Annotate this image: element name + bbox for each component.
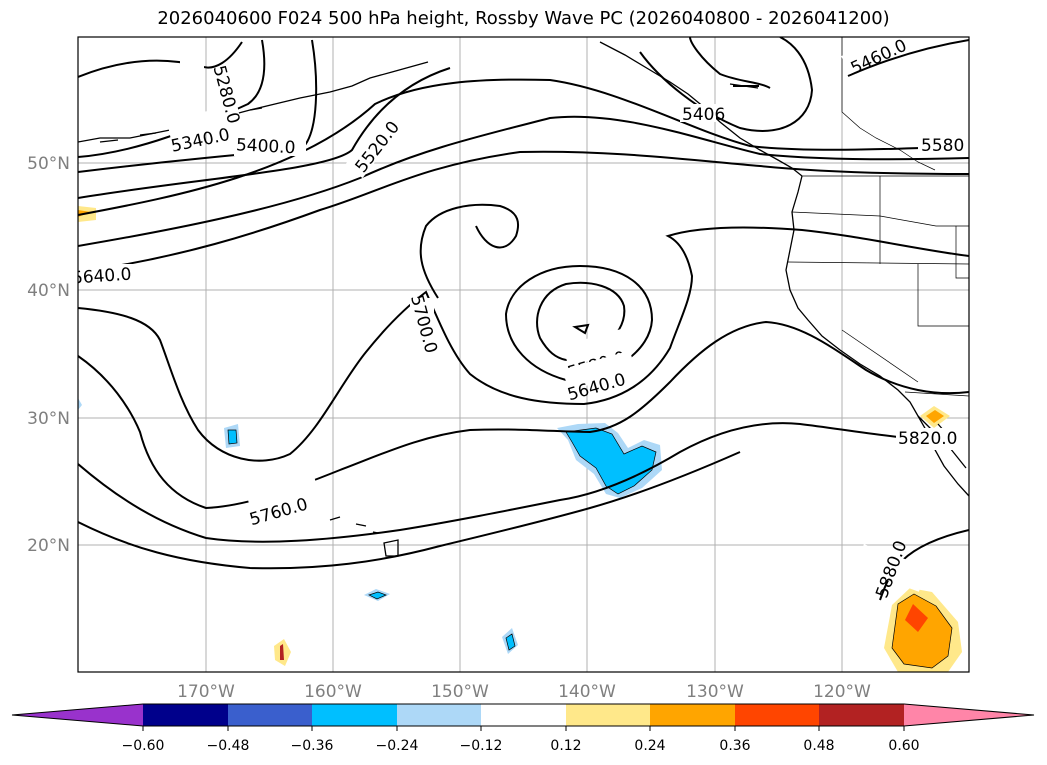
washington-oregon-border <box>791 211 969 227</box>
lon-label-140w: 140°W <box>558 682 616 702</box>
contour-5700-trough <box>419 203 519 299</box>
contour-5640-loop <box>504 264 654 381</box>
colorbar-tick-label: 0.24 <box>634 738 665 754</box>
colorbar-bin <box>481 704 566 726</box>
negative-anomaly-155w-core <box>368 591 387 600</box>
colorbar-tick-label: 0.60 <box>888 738 919 754</box>
contour-5640-west <box>78 115 969 247</box>
contour-5700-main <box>78 226 969 462</box>
lon-label-160w: 160°W <box>304 682 362 702</box>
contour-label-5406: 5406 <box>682 105 725 125</box>
contour-5460-east <box>847 39 969 77</box>
contour-5400-east <box>689 37 771 89</box>
lat-label-20n: 20°N <box>27 536 70 556</box>
colorbar-tick-label: 0.36 <box>719 738 750 754</box>
colorbar-bin <box>566 704 650 726</box>
contour-5880-tip <box>572 323 590 335</box>
colorbar-tick-label: −0.48 <box>207 738 250 754</box>
oregon-california-border <box>787 261 969 265</box>
negative-anomaly-146w-core <box>505 633 516 651</box>
lon-label-170w: 170°W <box>177 682 235 702</box>
lon-label-120w: 120°W <box>813 682 871 702</box>
colorbar-tick-label: −0.36 <box>291 738 334 754</box>
colorbar-bin <box>397 704 481 726</box>
colorbar-bin <box>819 704 904 726</box>
colorbar-bin <box>650 704 735 726</box>
contour-5340-east <box>639 37 814 132</box>
height-contours <box>78 37 969 601</box>
colorbar-extend-max <box>904 704 1034 726</box>
colorbar-tick-label: 0.12 <box>550 738 581 754</box>
lon-label-150w: 150°W <box>431 682 489 702</box>
colorbar-bin <box>228 704 312 726</box>
positive-anomaly-baja-north-core <box>926 410 944 423</box>
map-border <box>77 36 970 673</box>
aleutian-islands <box>99 107 263 143</box>
positive-anomaly-southeast-mid <box>891 593 953 669</box>
chart-title: 2026040600 F024 500 hPa height, Rossby W… <box>157 8 890 29</box>
positive-anomaly-southeast-core <box>905 604 928 632</box>
lat-label-30n: 30°N <box>27 409 70 429</box>
colorbar-bin <box>312 704 397 726</box>
colorbar-bin <box>143 704 228 726</box>
negative-anomaly-west-edge <box>78 398 82 410</box>
colorbar-tick-label: −0.12 <box>460 738 503 754</box>
contour-label-5580-east: 5580 <box>921 136 964 156</box>
contour-5580-west <box>78 78 969 216</box>
political-borders <box>787 37 969 397</box>
contour-label-5640-west: 5640.0 <box>71 265 132 289</box>
colorbar-tick-label: −0.60 <box>122 738 165 754</box>
colorbar-tick-label: −0.24 <box>376 738 419 754</box>
alaska-canada-border <box>841 37 936 171</box>
lat-label-50n: 50°N <box>27 154 70 174</box>
negative-anomaly-170w-core <box>227 429 238 445</box>
us-mexico-border <box>904 391 969 397</box>
arizona-border <box>955 226 969 279</box>
lon-label-130w: 130°W <box>686 682 744 702</box>
ca-diagonal-border <box>841 329 919 383</box>
contour-label-5820: 5820.0 <box>898 429 957 449</box>
colorbar-bin <box>735 704 819 726</box>
alaska-coast <box>78 61 429 143</box>
nevada-california-border <box>917 264 969 327</box>
contour-5700-west <box>78 150 969 273</box>
colorbar-tick-label: 0.48 <box>803 738 834 754</box>
colorbar: −0.60 −0.48 −0.36 −0.24 −0.12 0.12 0.24 … <box>11 703 1035 754</box>
contour-5820 <box>78 422 969 543</box>
colorbar-extend-min <box>12 704 143 726</box>
positive-anomaly-165w-core <box>280 644 284 660</box>
lat-label-40n: 40°N <box>27 281 70 301</box>
contour-5760 <box>78 320 969 510</box>
contour-label-5400: 5400.0 <box>235 135 295 158</box>
